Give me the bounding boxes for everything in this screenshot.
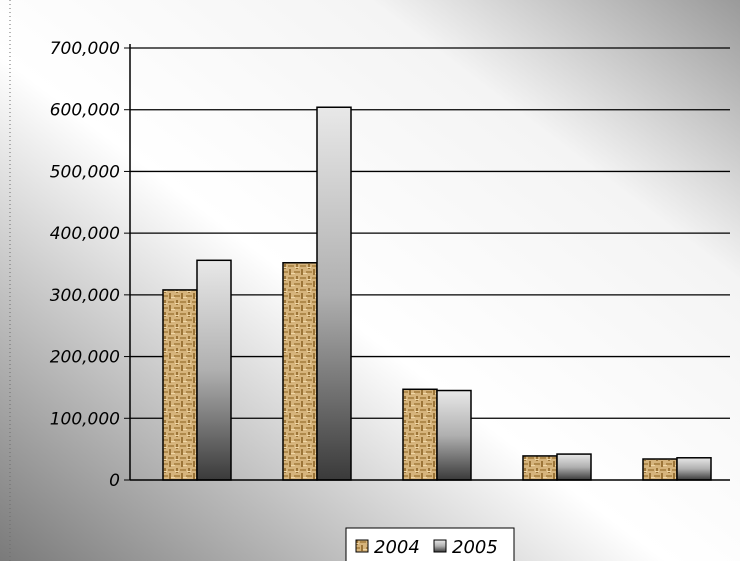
legend: 2004 2005 (345, 527, 515, 561)
legend-swatch-2005 (433, 539, 447, 553)
bar-2005-5 (676, 457, 712, 481)
y-tick-label: 500,000 (50, 162, 120, 182)
bar-2004-3 (402, 388, 438, 481)
y-tick-label: 100,000 (50, 409, 120, 429)
y-axis-ticks: 0 100,000 200,000 300,000 400,000 500,000 600,… (50, 39, 130, 491)
bar-2005-3 (436, 389, 472, 481)
legend-label-2005: 2005 (452, 537, 498, 558)
bar-2005-4 (556, 453, 592, 481)
bar-2004-4 (522, 455, 558, 481)
bar-2004-5 (642, 458, 678, 481)
y-tick-label: 400,000 (50, 224, 120, 244)
legend-swatch-2004 (355, 539, 369, 553)
bar-2004-2 (282, 262, 318, 481)
y-tick-label: 0 (109, 471, 120, 491)
y-tick-label: 600,000 (50, 101, 120, 121)
y-tick-label: 700,000 (50, 39, 120, 59)
y-tick-label: 200,000 (50, 348, 120, 368)
bar-2005-2 (316, 106, 352, 481)
axes (129, 44, 730, 481)
y-tick-label: 300,000 (50, 286, 120, 306)
bar-2005-1 (196, 259, 232, 481)
legend-box (345, 527, 515, 561)
bar-2004-1 (162, 289, 198, 481)
legend-label-2004: 2004 (374, 537, 420, 558)
